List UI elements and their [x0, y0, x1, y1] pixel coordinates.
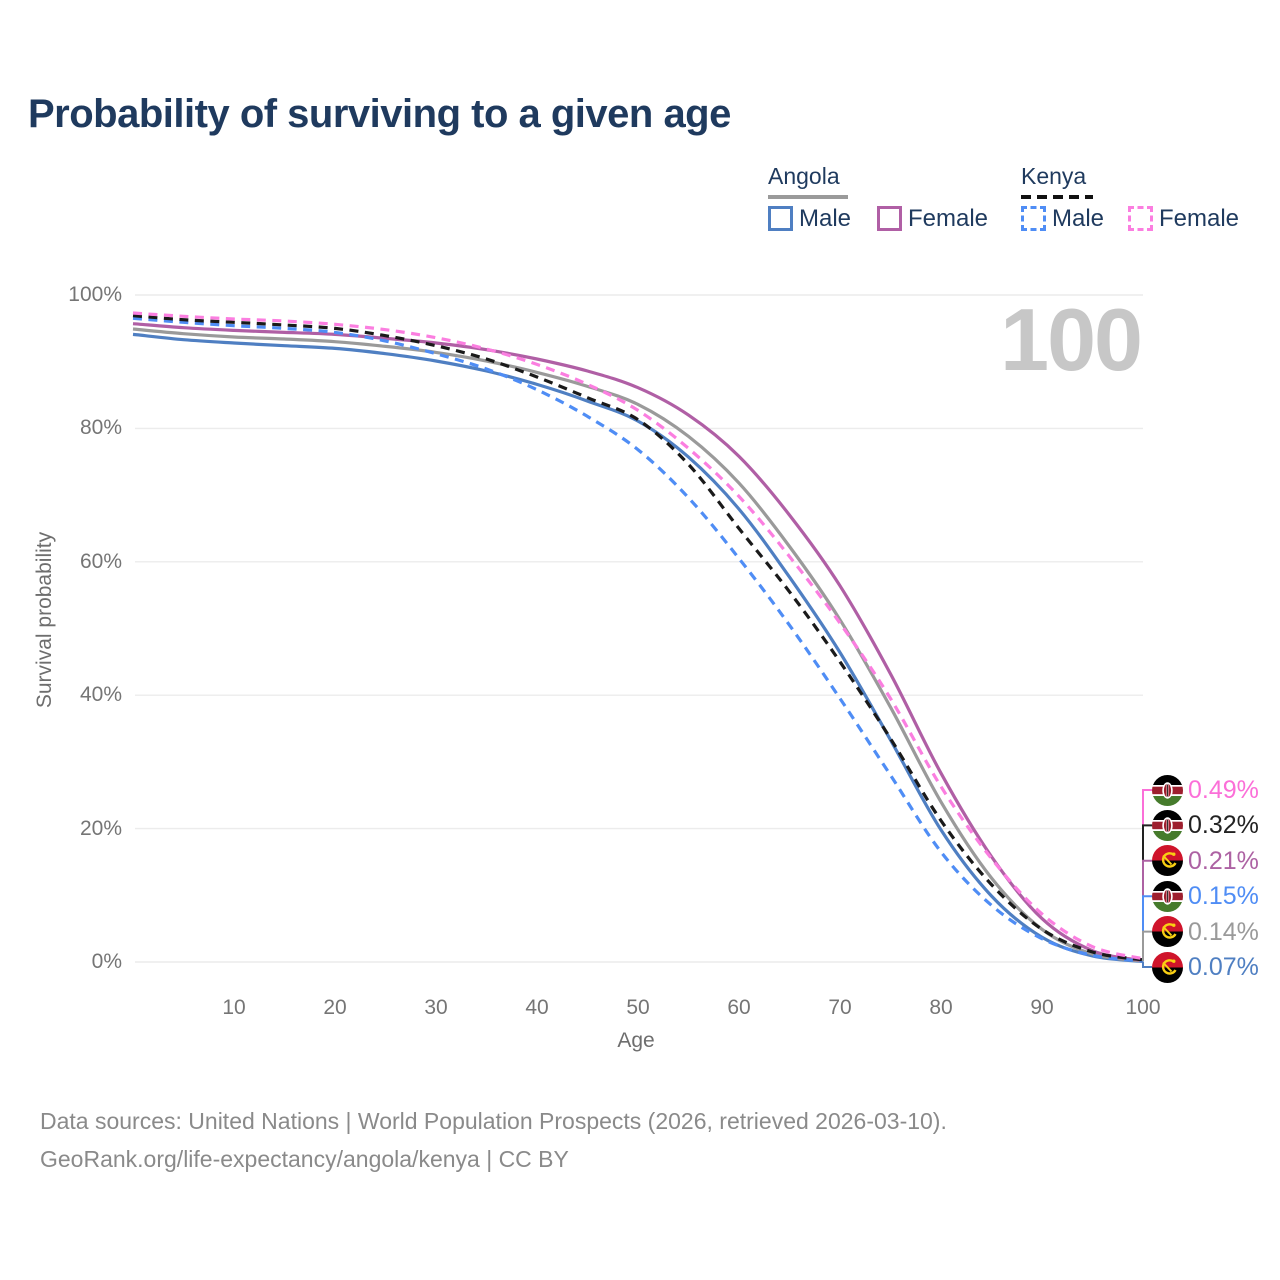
y-tick-label: 0%	[91, 950, 122, 973]
x-tick-label: 20	[323, 996, 347, 1019]
y-axis-title: Survival probability	[33, 531, 56, 709]
series-line-kenya-both	[132, 314, 1144, 962]
x-tick-label: 40	[525, 996, 549, 1019]
age-counter-watermark: 100	[1000, 290, 1143, 389]
legend-item-angola-male[interactable]: Male	[799, 205, 852, 232]
kenya-flag-icon	[1152, 774, 1183, 806]
x-tick-label: 30	[424, 996, 448, 1019]
angola-flag-icon	[1152, 845, 1183, 877]
kenya-flag-icon	[1152, 880, 1183, 912]
kenya-flag-icon	[1152, 809, 1183, 841]
end-label-flag	[1152, 845, 1183, 881]
series-line-angola-male	[132, 332, 1144, 964]
end-label-connector	[1142, 961, 1152, 968]
end-label-flag	[1152, 809, 1183, 846]
footer-attribution: GeoRank.org/life-expectancy/angola/kenya…	[40, 1146, 569, 1172]
legend-item-kenya-female[interactable]: Female	[1159, 205, 1240, 232]
end-label-flag	[1152, 916, 1183, 952]
end-label-value: 0.21%	[1188, 846, 1259, 875]
y-tick-label: 40%	[79, 683, 122, 707]
legend-swatch-angola-female[interactable]	[877, 206, 902, 231]
x-axis-title: Age	[617, 1029, 655, 1052]
legend-group-kenya-label: Kenya	[1021, 163, 1087, 189]
legend-swatch-kenya-male[interactable]	[1021, 206, 1046, 231]
x-tick-label: 80	[929, 996, 953, 1019]
x-tick-label: 70	[828, 996, 852, 1019]
y-tick-label: 20%	[79, 816, 122, 840]
end-label-flag	[1152, 951, 1183, 988]
legend-item-angola-female[interactable]: Female	[908, 205, 989, 232]
series-line-angola-both	[132, 327, 1144, 963]
series-line-kenya-male	[132, 316, 1144, 963]
x-tick-label: 50	[626, 996, 650, 1019]
end-label-connector	[1142, 789, 1152, 959]
y-tick-label: 80%	[79, 416, 122, 440]
legend-kenya-underline	[1021, 195, 1093, 199]
end-label-value: 0.15%	[1188, 882, 1259, 911]
end-label-connector	[1142, 859, 1152, 961]
end-label-value: 0.14%	[1188, 917, 1259, 946]
x-tick-label: 100	[1125, 996, 1161, 1019]
y-tick-label: 100%	[68, 283, 122, 306]
y-tick-label: 60%	[79, 549, 122, 573]
end-label-connector	[1142, 895, 1152, 961]
x-tick-label: 10	[222, 996, 246, 1019]
end-label-value: 0.32%	[1188, 811, 1259, 840]
angola-flag-icon	[1152, 951, 1183, 983]
end-label-connector	[1142, 824, 1152, 960]
angola-flag-icon	[1152, 916, 1183, 948]
series-line-kenya-female	[132, 311, 1144, 961]
footer-data-sources: Data sources: United Nations | World Pop…	[40, 1108, 947, 1134]
end-label-connector	[1142, 930, 1152, 962]
page-title: Probability of surviving to a given age	[28, 92, 731, 136]
legend-group-angola-label: Angola	[768, 163, 840, 189]
end-label-value: 0.07%	[1188, 953, 1259, 981]
legend-swatch-angola-male[interactable]	[768, 206, 793, 231]
legend-angola-underline	[768, 195, 848, 199]
end-label-value: 0.49%	[1188, 776, 1259, 804]
series-line-angola-female	[132, 322, 1144, 963]
x-tick-label: 90	[1030, 996, 1054, 1019]
x-tick-label: 60	[727, 996, 751, 1019]
legend-swatch-kenya-female[interactable]	[1128, 206, 1153, 231]
end-label-flag	[1152, 774, 1183, 811]
end-label-flag	[1152, 880, 1183, 917]
legend-item-kenya-male[interactable]: Male	[1052, 205, 1105, 232]
